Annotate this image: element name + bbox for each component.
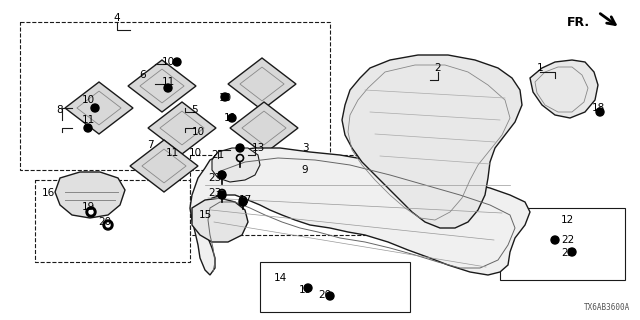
Polygon shape — [230, 102, 298, 154]
Polygon shape — [342, 55, 522, 228]
Polygon shape — [55, 172, 125, 218]
Text: 2: 2 — [435, 63, 442, 73]
Text: 4: 4 — [114, 13, 120, 23]
Text: 17: 17 — [238, 195, 252, 205]
Bar — [35, 180, 190, 262]
Text: 11: 11 — [161, 77, 175, 87]
Circle shape — [326, 292, 334, 300]
Circle shape — [89, 210, 93, 214]
Text: 8: 8 — [57, 105, 63, 115]
Circle shape — [221, 93, 229, 101]
Circle shape — [103, 220, 113, 230]
Text: 23: 23 — [209, 173, 221, 183]
Polygon shape — [212, 148, 260, 182]
Text: TX6AB3600A: TX6AB3600A — [584, 303, 630, 312]
Circle shape — [218, 191, 226, 199]
Text: 22: 22 — [561, 248, 575, 258]
Polygon shape — [228, 58, 296, 110]
Circle shape — [596, 108, 604, 116]
Text: 18: 18 — [591, 103, 605, 113]
Text: 11: 11 — [165, 148, 179, 158]
Circle shape — [164, 84, 172, 92]
Polygon shape — [128, 60, 196, 112]
Circle shape — [86, 207, 96, 217]
Text: 6: 6 — [140, 70, 147, 80]
Text: 10: 10 — [191, 127, 205, 137]
Text: 20: 20 — [319, 290, 332, 300]
Text: 23: 23 — [209, 188, 221, 198]
Text: 20: 20 — [99, 217, 111, 227]
Text: 12: 12 — [561, 215, 573, 225]
Polygon shape — [65, 82, 133, 134]
Circle shape — [236, 144, 244, 152]
Polygon shape — [192, 198, 248, 242]
Text: 15: 15 — [198, 210, 212, 220]
Text: 1: 1 — [537, 63, 543, 73]
Text: 9: 9 — [301, 165, 308, 175]
Circle shape — [551, 236, 559, 244]
Circle shape — [228, 114, 236, 122]
Text: 7: 7 — [147, 140, 154, 150]
Bar — [190, 155, 365, 235]
Text: 21: 21 — [211, 150, 225, 160]
Text: 14: 14 — [273, 273, 287, 283]
Text: 10: 10 — [218, 93, 232, 103]
Circle shape — [91, 104, 99, 112]
Circle shape — [304, 284, 312, 292]
Bar — [20, 22, 330, 170]
Text: 13: 13 — [252, 143, 264, 153]
Text: 10: 10 — [81, 95, 95, 105]
Bar — [260, 262, 410, 312]
Text: FR.: FR. — [567, 15, 590, 28]
Polygon shape — [130, 140, 198, 192]
Text: 16: 16 — [42, 188, 54, 198]
Circle shape — [106, 223, 110, 227]
Circle shape — [239, 198, 247, 206]
Polygon shape — [530, 60, 598, 118]
Text: 5: 5 — [192, 105, 198, 115]
Polygon shape — [148, 102, 216, 154]
Text: 10: 10 — [188, 148, 202, 158]
Polygon shape — [190, 148, 530, 275]
Circle shape — [84, 124, 92, 132]
Text: 10: 10 — [161, 57, 175, 67]
Text: 11: 11 — [81, 115, 95, 125]
Circle shape — [173, 58, 181, 66]
Circle shape — [218, 171, 226, 179]
Circle shape — [568, 248, 576, 256]
Text: 3: 3 — [301, 143, 308, 153]
Text: 11: 11 — [223, 113, 237, 123]
Text: 19: 19 — [81, 202, 95, 212]
Bar — [500, 208, 625, 280]
Text: 19: 19 — [298, 285, 312, 295]
Text: 22: 22 — [561, 235, 575, 245]
